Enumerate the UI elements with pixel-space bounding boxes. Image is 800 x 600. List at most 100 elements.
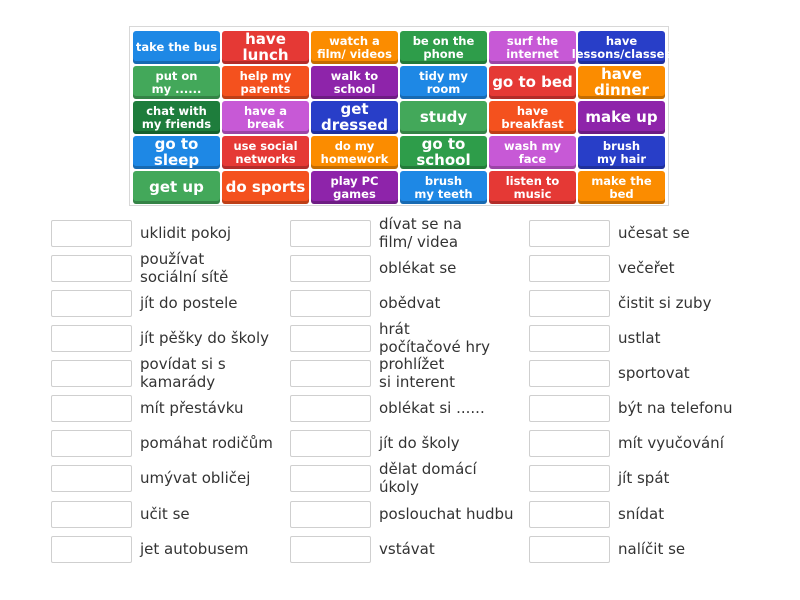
answer-tile[interactable]: go to school (400, 136, 487, 169)
answer-tile[interactable]: make the bed (578, 171, 665, 204)
answer-tile[interactable]: brush my teeth (400, 171, 487, 204)
answer-tile-label: go to sleep (153, 134, 200, 169)
drop-slot[interactable] (51, 465, 132, 492)
drop-slot[interactable] (51, 290, 132, 317)
answer-tile[interactable]: listen to music (489, 171, 576, 204)
answer-tile-label: brush my hair (596, 139, 647, 166)
answer-tile-label: get dressed (320, 99, 389, 134)
answer-tile-label: listen to music (505, 174, 560, 201)
answer-tile[interactable]: play PC games (311, 171, 398, 204)
drop-slot[interactable] (529, 220, 610, 247)
answer-tile-label: have lunch (242, 29, 289, 64)
drop-slot[interactable] (290, 290, 371, 317)
drop-slot[interactable] (529, 325, 610, 352)
answer-tile[interactable]: have dinner (578, 66, 665, 99)
answer-tile[interactable]: surf the internet (489, 31, 576, 64)
prompt-label: povídat si s kamarády (140, 355, 226, 391)
prompt-label: oblékat si ...... (379, 399, 485, 417)
prompt-label: uklidit pokoj (140, 224, 232, 242)
drop-slot[interactable] (290, 395, 371, 422)
answer-tile[interactable]: do my homework (311, 136, 398, 169)
prompt-label: pomáhat rodičům (140, 434, 273, 452)
prompt-label: jít do školy (379, 434, 460, 452)
drop-slot[interactable] (51, 395, 132, 422)
answer-tile[interactable]: wash my face (489, 136, 576, 169)
drop-slot[interactable] (290, 465, 371, 492)
answer-tile-label: get up (149, 177, 204, 196)
answer-tile[interactable]: use social networks (222, 136, 309, 169)
answer-tile[interactable]: help my parents (222, 66, 309, 99)
drop-slot[interactable] (290, 501, 371, 528)
answer-tile[interactable]: have lunch (222, 31, 309, 64)
drop-slot[interactable] (529, 465, 610, 492)
drop-slot[interactable] (290, 325, 371, 352)
prompt-label: nalíčit se (618, 540, 686, 558)
prompt-label: poslouchat hudbu (379, 505, 514, 523)
prompt-label: jít spát (618, 469, 670, 487)
drop-slot[interactable] (529, 395, 610, 422)
answer-tile-label: go to school (416, 134, 471, 169)
answer-tile[interactable]: tidy my room (400, 66, 487, 99)
drop-slot[interactable] (529, 501, 610, 528)
answer-tile-label: do my homework (320, 139, 389, 166)
answer-tile-label: do sports (225, 177, 306, 196)
answer-tile-label: have breakfast (501, 104, 564, 131)
prompt-label: jít pěšky do školy (140, 329, 270, 347)
drop-slot[interactable] (51, 501, 132, 528)
prompt-label: být na telefonu (618, 399, 733, 417)
drop-slot[interactable] (529, 430, 610, 457)
answer-tile[interactable]: have lessons/classes (572, 31, 671, 64)
drop-slot[interactable] (290, 360, 371, 387)
drop-slot[interactable] (290, 536, 371, 563)
answer-tile-label: go to bed (492, 72, 573, 91)
answer-tile[interactable]: put on my ...... (133, 66, 220, 99)
drop-slot[interactable] (51, 430, 132, 457)
answer-tile-label: study (419, 107, 468, 126)
answer-tile-label: be on the phone (412, 34, 475, 61)
drop-slot[interactable] (290, 220, 371, 247)
answer-tile[interactable]: get dressed (311, 101, 398, 134)
drop-slot[interactable] (290, 430, 371, 457)
tile-panel: take the bus have lunch watch a film/ vide… (129, 26, 671, 206)
prompt-label: čistit si zuby (618, 294, 712, 312)
prompt-label: oblékat se (379, 259, 457, 277)
answer-tile[interactable]: get up (133, 171, 220, 204)
answer-tile-label: play PC games (330, 174, 379, 201)
answer-tile[interactable]: have breakfast (489, 101, 576, 134)
answer-tile-label: watch a film/ videos (317, 34, 392, 61)
answer-tile[interactable]: take the bus (133, 31, 220, 64)
prompt-label: prohlížet si interent (379, 355, 455, 391)
drop-slot[interactable] (51, 536, 132, 563)
answer-tile[interactable]: walk to school (311, 66, 398, 99)
answer-tile[interactable]: have a break (222, 101, 309, 134)
answer-tile[interactable]: do sports (222, 171, 309, 204)
answer-tile[interactable]: brush my hair (578, 136, 665, 169)
prompt-label: ustlat (618, 329, 661, 347)
drop-slot[interactable] (529, 255, 610, 282)
drop-slot[interactable] (51, 360, 132, 387)
answer-tile[interactable]: make up (578, 101, 665, 134)
answer-tile-label: have a break (243, 104, 287, 131)
answer-tile[interactable]: chat with my friends (133, 101, 220, 134)
answer-tile[interactable]: watch a film/ videos (311, 31, 398, 64)
prompt-label: dělat domácí úkoly (379, 460, 477, 496)
answer-tile-label: have lessons/classes (571, 34, 672, 61)
drop-slot[interactable] (51, 325, 132, 352)
drop-slot[interactable] (529, 290, 610, 317)
drop-slot[interactable] (51, 220, 132, 247)
answer-tile[interactable]: go to bed (489, 66, 576, 99)
drop-slot[interactable] (529, 360, 610, 387)
drop-slot[interactable] (51, 255, 132, 282)
answer-tile-label: help my parents (239, 69, 292, 96)
answer-tile[interactable]: be on the phone (400, 31, 487, 64)
prompt-label: mít vyučování (618, 434, 724, 452)
drop-slot[interactable] (290, 255, 371, 282)
answer-tile-label: surf the internet (506, 34, 559, 61)
answer-tile[interactable]: go to sleep (133, 136, 220, 169)
drop-slot[interactable] (529, 536, 610, 563)
prompt-label: používat sociální sítě (140, 250, 229, 286)
answer-tile[interactable]: study (400, 101, 487, 134)
prompt-label: vstávat (379, 540, 435, 558)
answer-tile-label: wash my face (504, 139, 561, 166)
prompt-label: učesat se (618, 224, 690, 242)
